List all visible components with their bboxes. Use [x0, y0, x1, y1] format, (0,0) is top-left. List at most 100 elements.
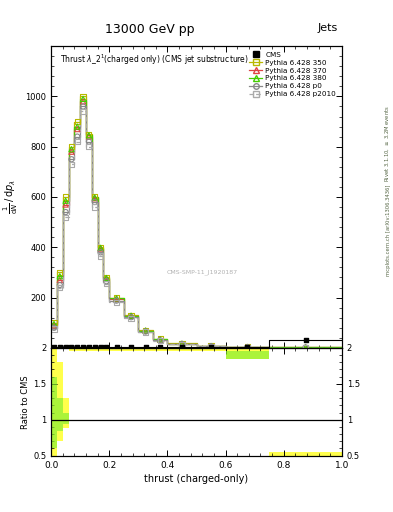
Point [244, 343, 251, 351]
Point [208, 342, 214, 350]
Point [143, 326, 149, 334]
Point [62, 213, 69, 221]
Point [57, 272, 63, 280]
Text: Rivet 3.1.10, $\geq$ 3.2M events: Rivet 3.1.10, $\geq$ 3.2M events [384, 105, 391, 182]
Point [57, 343, 63, 351]
Point [97, 343, 104, 351]
Point [68, 147, 75, 156]
Point [179, 339, 185, 348]
Point [157, 335, 163, 344]
Point [62, 197, 69, 205]
Point [68, 160, 75, 168]
Point [244, 343, 251, 351]
Point [143, 328, 149, 336]
Point [80, 102, 86, 111]
Text: 13000 GeV pp: 13000 GeV pp [105, 23, 194, 36]
Point [86, 343, 92, 351]
Point [80, 108, 86, 116]
Text: mcplots.cern.ch [arXiv:1306.3436]: mcplots.cern.ch [arXiv:1306.3436] [386, 185, 391, 276]
Point [303, 344, 309, 352]
Point [303, 336, 309, 345]
Point [68, 155, 75, 163]
Point [143, 328, 149, 336]
Point [62, 193, 69, 201]
Point [74, 138, 81, 146]
Point [143, 343, 149, 351]
Point [97, 252, 104, 260]
Point [51, 343, 57, 351]
Text: Jets: Jets [318, 23, 338, 33]
Point [80, 95, 86, 103]
Y-axis label: Ratio to CMS: Ratio to CMS [21, 375, 30, 429]
Y-axis label: $\frac{1}{\mathrm{d}N}\,/\,\mathrm{d}p_{\lambda}$: $\frac{1}{\mathrm{d}N}\,/\,\mathrm{d}p_{… [2, 180, 20, 215]
Point [92, 198, 98, 206]
Point [157, 335, 163, 343]
Point [57, 276, 63, 284]
Point [208, 343, 214, 351]
Point [244, 343, 251, 351]
Point [86, 133, 92, 141]
Point [74, 343, 81, 351]
Point [114, 296, 120, 305]
Point [51, 320, 57, 328]
Point [92, 203, 98, 211]
Point [179, 340, 185, 349]
Point [103, 274, 110, 282]
Point [80, 97, 86, 105]
Point [51, 321, 57, 329]
Point [303, 344, 309, 352]
Point [92, 194, 98, 202]
Point [208, 343, 214, 351]
Point [80, 92, 86, 100]
Point [244, 343, 251, 351]
Point [51, 318, 57, 327]
Point [86, 138, 92, 146]
Text: CMS-SMP-11_J1920187: CMS-SMP-11_J1920187 [167, 270, 238, 275]
Point [114, 293, 120, 302]
Point [128, 311, 134, 319]
Point [68, 145, 75, 153]
Point [74, 125, 81, 133]
Point [114, 294, 120, 303]
Point [208, 342, 214, 350]
Point [157, 336, 163, 345]
Point [179, 340, 185, 348]
Point [303, 344, 309, 352]
Point [114, 298, 120, 306]
Point [128, 313, 134, 322]
Point [179, 339, 185, 348]
Point [179, 343, 185, 351]
Point [128, 312, 134, 320]
Point [92, 193, 98, 201]
Point [57, 268, 63, 276]
Point [179, 340, 185, 348]
Point [86, 130, 92, 138]
Point [143, 327, 149, 335]
Point [114, 295, 120, 303]
Point [92, 343, 98, 351]
Point [62, 200, 69, 208]
Point [86, 131, 92, 139]
Point [62, 208, 69, 216]
Point [157, 336, 163, 345]
Point [128, 343, 134, 351]
Point [128, 314, 134, 323]
Point [128, 312, 134, 320]
Point [57, 281, 63, 289]
Point [303, 344, 309, 352]
Point [103, 280, 110, 288]
Point [244, 343, 251, 351]
Point [68, 343, 75, 351]
Point [68, 142, 75, 151]
Point [114, 343, 120, 351]
Text: Thrust $\lambda\_2^1$(charged only) (CMS jet substructure): Thrust $\lambda\_2^1$(charged only) (CMS… [60, 52, 249, 67]
Point [57, 284, 63, 292]
Point [208, 342, 214, 350]
Point [97, 248, 104, 257]
Point [97, 244, 104, 252]
Point [92, 194, 98, 202]
Point [51, 324, 57, 332]
Point [157, 335, 163, 344]
Point [51, 325, 57, 333]
Point [74, 133, 81, 141]
